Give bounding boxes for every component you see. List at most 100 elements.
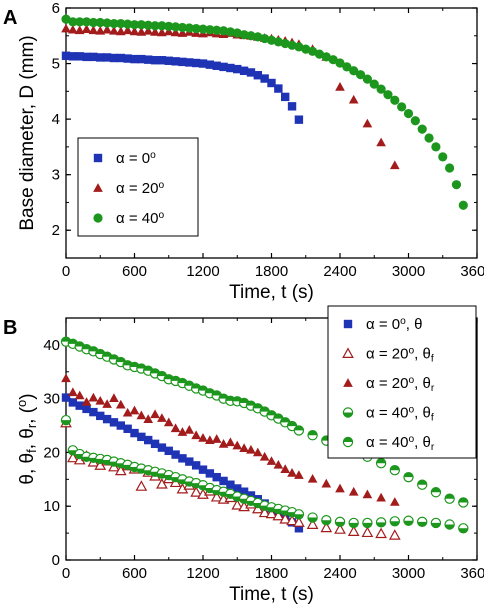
data-point [109, 18, 119, 29]
data-point [274, 84, 283, 93]
data-point-fill [376, 458, 386, 464]
data-point [171, 57, 180, 66]
data-point [61, 23, 71, 33]
data-point [198, 24, 208, 34]
y-axis-label: Base diameter, D (mm) [17, 35, 38, 230]
data-point [281, 92, 290, 102]
data-point-fill [445, 524, 455, 530]
data-point [239, 443, 249, 453]
data-point [177, 22, 188, 33]
data-point [137, 54, 146, 64]
data-point [102, 414, 112, 424]
data-point [116, 18, 126, 29]
data-point-fill [287, 421, 297, 427]
data-point [102, 53, 112, 62]
data-point [68, 24, 78, 34]
data-point [115, 399, 126, 409]
data-point [129, 26, 140, 36]
data-point [219, 62, 228, 72]
data-point [171, 22, 181, 32]
legend-label-part: o [158, 210, 164, 221]
y-tick-label: 30 [43, 391, 60, 408]
data-point-fill [445, 494, 455, 499]
data-point [170, 27, 181, 37]
data-point [123, 424, 132, 433]
data-point [218, 26, 229, 36]
data-point [389, 160, 400, 170]
data-point [348, 486, 359, 496]
y-axis-label-part: o [14, 400, 29, 407]
data-point [81, 17, 92, 27]
data-point-fill [171, 376, 181, 381]
data-point [376, 84, 386, 94]
data-point [307, 430, 318, 441]
legend-label: α = 0o, θ [366, 316, 422, 334]
x-axis-label: Time, t (s) [229, 584, 314, 605]
data-point-fill [212, 390, 222, 396]
data-point [150, 409, 160, 419]
data-point [68, 17, 78, 27]
legend-label-part: , θ [414, 434, 431, 451]
data-point [246, 31, 256, 41]
data-point [178, 454, 187, 463]
data-point [417, 479, 428, 490]
data-point [430, 517, 442, 529]
legend-marker [93, 153, 103, 163]
data-point [287, 468, 297, 477]
data-point [68, 52, 78, 61]
data-point [233, 64, 242, 74]
data-point [293, 425, 305, 436]
data-point [123, 54, 132, 63]
data-point [328, 55, 338, 65]
y-axis-label-part: ) [17, 393, 38, 399]
data-point [417, 516, 428, 528]
legend-marker [343, 378, 353, 387]
legend-label-part: f [431, 412, 434, 423]
data-point-fill [102, 352, 112, 357]
data-point [81, 24, 92, 33]
data-point [123, 19, 133, 29]
data-point [410, 116, 420, 126]
data-point [348, 94, 359, 104]
y-axis-label-part: r [24, 423, 39, 428]
data-point [157, 56, 167, 65]
data-point [376, 492, 386, 502]
data-point-fill [157, 371, 167, 377]
series-0 [61, 51, 304, 124]
data-point [280, 464, 291, 473]
data-point [198, 59, 208, 68]
data-point [96, 411, 105, 421]
data-point [212, 25, 222, 35]
data-point-fill [335, 521, 345, 527]
legend-label-part: o [408, 404, 414, 415]
data-point [245, 400, 257, 411]
data-point-fill [81, 344, 92, 350]
y-tick-label: 0 [52, 552, 60, 569]
data-point [109, 418, 119, 427]
series-2 [61, 14, 468, 210]
data-point [137, 432, 146, 442]
data-point [266, 456, 277, 465]
legend-marker-fill [343, 437, 353, 442]
data-point [375, 527, 387, 539]
data-point [225, 437, 236, 447]
data-point-fill [253, 403, 263, 409]
y-axis-label-part: , ( [17, 406, 38, 424]
data-point-fill [61, 337, 71, 342]
data-point [144, 55, 153, 64]
data-point [390, 95, 400, 105]
data-point [164, 56, 173, 65]
data-point [293, 516, 305, 527]
data-point-fill [184, 381, 194, 386]
data-point [287, 102, 297, 111]
data-point [376, 137, 386, 147]
x-tick-label: 600 [122, 263, 147, 280]
data-point-fill [308, 430, 318, 436]
y-tick-label: 3 [52, 167, 60, 184]
data-point [205, 469, 215, 478]
x-tick-label: 0 [62, 263, 70, 280]
x-tick-label: 1200 [186, 565, 219, 582]
data-point [184, 23, 194, 33]
